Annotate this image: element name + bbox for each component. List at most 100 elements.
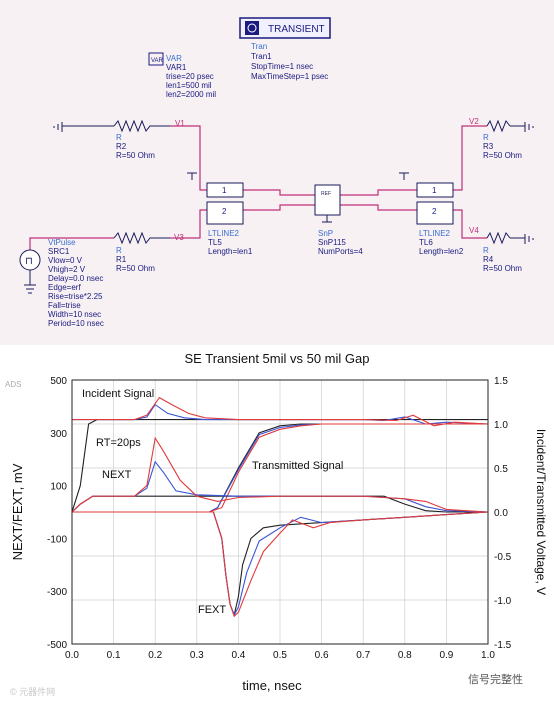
x-tick-label: 0.3 [190, 650, 204, 661]
svg-text:Period=10 nsec: Period=10 nsec [48, 319, 104, 328]
y-left-tick-label: 500 [50, 376, 67, 387]
tl6-block[interactable]: 1 2 [416, 182, 454, 225]
annotation-next: NEXT [102, 469, 132, 481]
grounds [24, 122, 534, 294]
svg-text:SnP115: SnP115 [318, 238, 346, 247]
series-line [72, 511, 489, 618]
wire-label-v2: V2 [469, 117, 479, 126]
y-axis-left-label: NEXT/FEXT, mV [10, 463, 25, 560]
annotation-transmitted-signal: Transmitted Signal [252, 460, 343, 472]
svg-text:StopTime=1 nsec: StopTime=1 nsec [251, 62, 313, 71]
transient-icon [245, 21, 259, 35]
annotation-fext: FEXT [198, 604, 226, 616]
resistor-r3 [486, 119, 511, 133]
y-axis-right-label: Incident/Transmitted Voltage, V [534, 429, 548, 595]
svg-text:R1: R1 [116, 255, 127, 264]
y-right-tick-label: 0.0 [494, 508, 508, 519]
svg-text:Tran: Tran [251, 42, 267, 51]
y-left-tick-label: 300 [50, 429, 67, 440]
annotation-incident-signal: Incident Signal [82, 388, 154, 400]
svg-text:2: 2 [222, 207, 227, 216]
svg-text:VtPulse: VtPulse [48, 238, 76, 247]
svg-text:TL5: TL5 [208, 238, 222, 247]
svg-text:R=50 Ohm: R=50 Ohm [116, 264, 155, 273]
y-left-tick-label: 100 [50, 482, 67, 493]
r1-label: R R1 R=50 Ohm [116, 246, 155, 273]
var-block[interactable]: VAR VAR VAR1 trise=20 psec len1=500 mil … [148, 52, 216, 99]
x-tick-label: 0.6 [315, 650, 329, 661]
watermark-left: © 元器件网 [10, 686, 55, 697]
svg-text:R: R [483, 133, 489, 142]
x-tick-label: 0.0 [65, 650, 79, 661]
svg-text:1: 1 [222, 186, 227, 195]
wire-label-v3: V3 [174, 233, 184, 242]
x-tick-label: 0.2 [148, 650, 162, 661]
resistor-r2 [113, 119, 170, 133]
resistor-r1 [113, 231, 170, 245]
ads-corner-label: ADS [5, 380, 21, 389]
svg-text:Delay=0.0 nsec: Delay=0.0 nsec [48, 274, 103, 283]
tl5-label: LTLINE2 TL5 Length=len1 [208, 229, 253, 256]
svg-text:len2=2000 mil: len2=2000 mil [166, 90, 216, 99]
y-left-tick-label: -500 [47, 640, 67, 651]
x-tick-label: 0.4 [231, 650, 245, 661]
r4-label: R R4 R=50 Ohm [483, 246, 522, 273]
svg-text:REF: REF [321, 191, 331, 197]
series-line [72, 423, 488, 513]
svg-text:R3: R3 [483, 142, 494, 151]
svg-text:Rise=trise*2.25: Rise=trise*2.25 [48, 292, 103, 301]
x-tick-label: 1.0 [481, 650, 495, 661]
svg-text:Vhigh=2 V: Vhigh=2 V [48, 265, 86, 274]
y-right-tick-label: 1.5 [494, 376, 508, 387]
snp-label: SnP SnP115 NumPorts=4 [318, 229, 363, 256]
tl5-block[interactable]: 1 2 [206, 182, 244, 225]
svg-text:VAR: VAR [166, 54, 182, 63]
svg-text:R: R [483, 246, 489, 255]
var-icon: VAR [151, 58, 164, 64]
svg-text:R=50 Ohm: R=50 Ohm [116, 151, 155, 160]
svg-text:R: R [116, 133, 122, 142]
x-axis-label: time, nsec [242, 678, 302, 693]
svg-text:TL6: TL6 [419, 238, 433, 247]
watermark-right: 信号完整性 [468, 672, 523, 686]
transient-controller[interactable]: TRANSIENT [239, 17, 331, 39]
svg-text:Length=len2: Length=len2 [419, 247, 464, 256]
r2-label: R R2 R=50 Ohm [116, 133, 155, 160]
chart-series [71, 396, 489, 618]
y-left-tick-label: -300 [47, 587, 67, 598]
snp-block[interactable]: REF [314, 184, 341, 216]
r3-label: R R3 R=50 Ohm [483, 133, 522, 160]
transient-button-label: TRANSIENT [268, 24, 325, 35]
y-left-tick-label: -100 [47, 534, 67, 545]
y-right-tick-label: -1.5 [494, 640, 512, 651]
svg-text:len1=500 mil: len1=500 mil [166, 81, 212, 90]
plot-frame [71, 379, 489, 645]
svg-text:NumPorts=4: NumPorts=4 [318, 247, 363, 256]
src-label: VtPulse SRC1 Vlow=0 V Vhigh=2 V Delay=0.… [48, 238, 104, 328]
chart-ticks: 0.0 0.1 0.2 0.3 0.4 0.5 0.6 0.7 0.8 0.9 1.0 500 300 1… [47, 376, 512, 661]
resistor-r4 [486, 231, 511, 245]
svg-text:R4: R4 [483, 255, 494, 264]
transient-plot-panel: SE Transient 5mil vs 50 mil Gap ADS 0.0 0… [0, 345, 554, 699]
vtpulse-source[interactable]: ⊓ [19, 249, 41, 271]
chart-title: SE Transient 5mil vs 50 mil Gap [185, 351, 370, 366]
series-line [72, 396, 489, 427]
svg-text:Edge=erf: Edge=erf [48, 283, 81, 292]
schematic-panel: TRANSIENT Tran Tran1 StopTime=1 nsec Max… [0, 0, 554, 345]
svg-text:LTLINE2: LTLINE2 [208, 229, 240, 238]
svg-text:R2: R2 [116, 142, 127, 151]
x-tick-label: 0.9 [439, 650, 453, 661]
svg-text:R=50 Ohm: R=50 Ohm [483, 151, 522, 160]
y-right-tick-label: 1.0 [494, 420, 508, 431]
svg-text:Length=len1: Length=len1 [208, 247, 253, 256]
schematic-canvas: TRANSIENT Tran Tran1 StopTime=1 nsec Max… [19, 17, 534, 328]
svg-text:Width=10 nsec: Width=10 nsec [48, 310, 101, 319]
svg-text:Tran1: Tran1 [251, 52, 272, 61]
svg-text:SnP: SnP [318, 229, 333, 238]
y-right-tick-label: 0.5 [494, 464, 508, 475]
svg-text:Vlow=0 V: Vlow=0 V [48, 256, 83, 265]
annotation-rise-time: RT=20ps [96, 437, 141, 449]
svg-text:R: R [116, 246, 122, 255]
x-tick-label: 0.5 [273, 650, 287, 661]
y-right-tick-label: -0.5 [494, 552, 512, 563]
